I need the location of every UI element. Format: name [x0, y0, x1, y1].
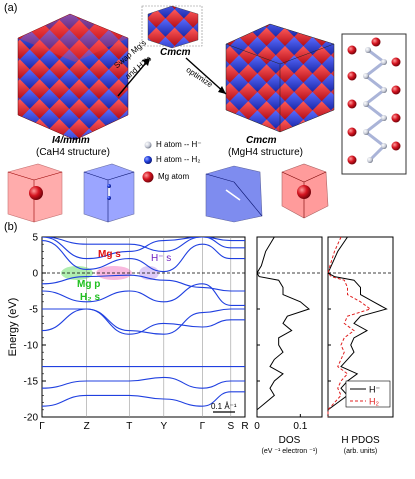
i4mmm-structure [17, 13, 129, 141]
dos-x-label: DOS [279, 435, 301, 446]
pdos-legend-box [345, 380, 391, 408]
y-tick-label: -20 [24, 413, 39, 424]
band-line [42, 308, 245, 335]
y-tick-label: 0 [32, 269, 38, 280]
band-plot-frame [41, 236, 246, 418]
dos-x-tick-label: 0 [254, 421, 260, 432]
cmcm-title: Cmcm [246, 135, 277, 146]
cmcm-small-structure [141, 5, 203, 49]
y-tick-label: -5 [29, 305, 38, 316]
dos-x-units: (eV ⁻¹ electron ⁻¹) [261, 448, 317, 455]
panel-a-label: (a) [4, 2, 18, 14]
kpoint-label: Y [160, 421, 167, 432]
i4mmm-h2-cell [83, 163, 135, 223]
cmcm-mg-cell [281, 163, 329, 219]
y-tick-label: -15 [24, 377, 39, 388]
band-line [42, 391, 245, 407]
kpoint-label: Γ [39, 421, 45, 432]
band-line [42, 308, 245, 335]
kpoint-label: R [241, 421, 248, 432]
pdos-x-units: (arb. units) [344, 448, 377, 455]
kpoint-label: S [227, 421, 234, 432]
band-line [42, 240, 245, 273]
band-line [42, 237, 245, 252]
i4mmm-mg-cell [7, 163, 63, 223]
hydrogen-chain-inset [341, 33, 407, 175]
y-axis-label: Energy (eV) [7, 298, 19, 357]
swap-arrow [117, 57, 151, 97]
legend-h-minus-label: H atom -- H⁻ [156, 140, 202, 149]
band-line [42, 376, 245, 389]
legend-mg-swatch [142, 171, 154, 183]
annot-h2-s: H₂ s [80, 292, 101, 303]
dos-plot-frame [256, 236, 323, 418]
kpoint-label: T [126, 421, 132, 432]
band-line [42, 274, 245, 292]
dos-plot: 0 0.1 DOS (eV ⁻¹ electron ⁻¹) [254, 236, 323, 455]
panel-b-label: (b) [4, 221, 18, 233]
pdos-legend-label: H₂ [369, 397, 379, 407]
pdos-curve-h-minus [327, 236, 388, 417]
band-structure-plot: Γ Z T Y Γ S R 5 0 -5 -10 -15 -20 Energy (eV) [7, 233, 249, 433]
y-tick-label: -10 [24, 341, 39, 352]
optimize-arrow [185, 57, 227, 95]
scale-bar-label: 0.1 Å⁻¹ [211, 402, 237, 411]
crystal-structures-illustration [7, 5, 407, 223]
cmcm-h2-cell [205, 165, 263, 223]
cmcm-mgh4-structure [225, 23, 335, 133]
legend-mg-label: Mg atom [158, 172, 190, 181]
legend-h-minus-swatch [144, 141, 152, 149]
annot-mg-p: Mg p [77, 279, 101, 290]
legend-h2-swatch [144, 156, 152, 164]
annot-h-minus-s: H⁻ s [151, 253, 172, 264]
band-structure-chart: Γ Z T Y Γ S R 5 0 -5 -10 -15 -20 Energy (eV) 0 0.1 DOS (… [7, 233, 394, 455]
cmcm-subtitle: (MgH4 structure) [228, 147, 304, 158]
kpoint-label: Γ [200, 421, 206, 432]
pdos-x-label: H PDOS [341, 435, 380, 446]
pdos-plot: H⁻ H₂ H PDOS (arb. units) [327, 236, 394, 455]
pdos-legend-label: H⁻ [369, 385, 380, 395]
pdos-plot-frame [327, 236, 394, 418]
cmcm-small-title: Cmcm [160, 47, 191, 58]
dos-x-tick-label: 0.1 [293, 421, 307, 432]
annot-mg-s: Mg s [98, 249, 121, 260]
band-line [42, 283, 245, 306]
legend-h2-label: H atom -- H₂ [156, 155, 201, 164]
pdos-curve-h2 [327, 236, 372, 417]
i4mmm-subtitle: (CaH4 structure) [36, 147, 110, 158]
band-line [42, 237, 245, 260]
kpoint-label: Z [84, 421, 90, 432]
y-tick-label: 5 [32, 233, 38, 244]
dos-curve [256, 236, 311, 417]
i4mmm-title: I4/mmm [52, 135, 90, 146]
